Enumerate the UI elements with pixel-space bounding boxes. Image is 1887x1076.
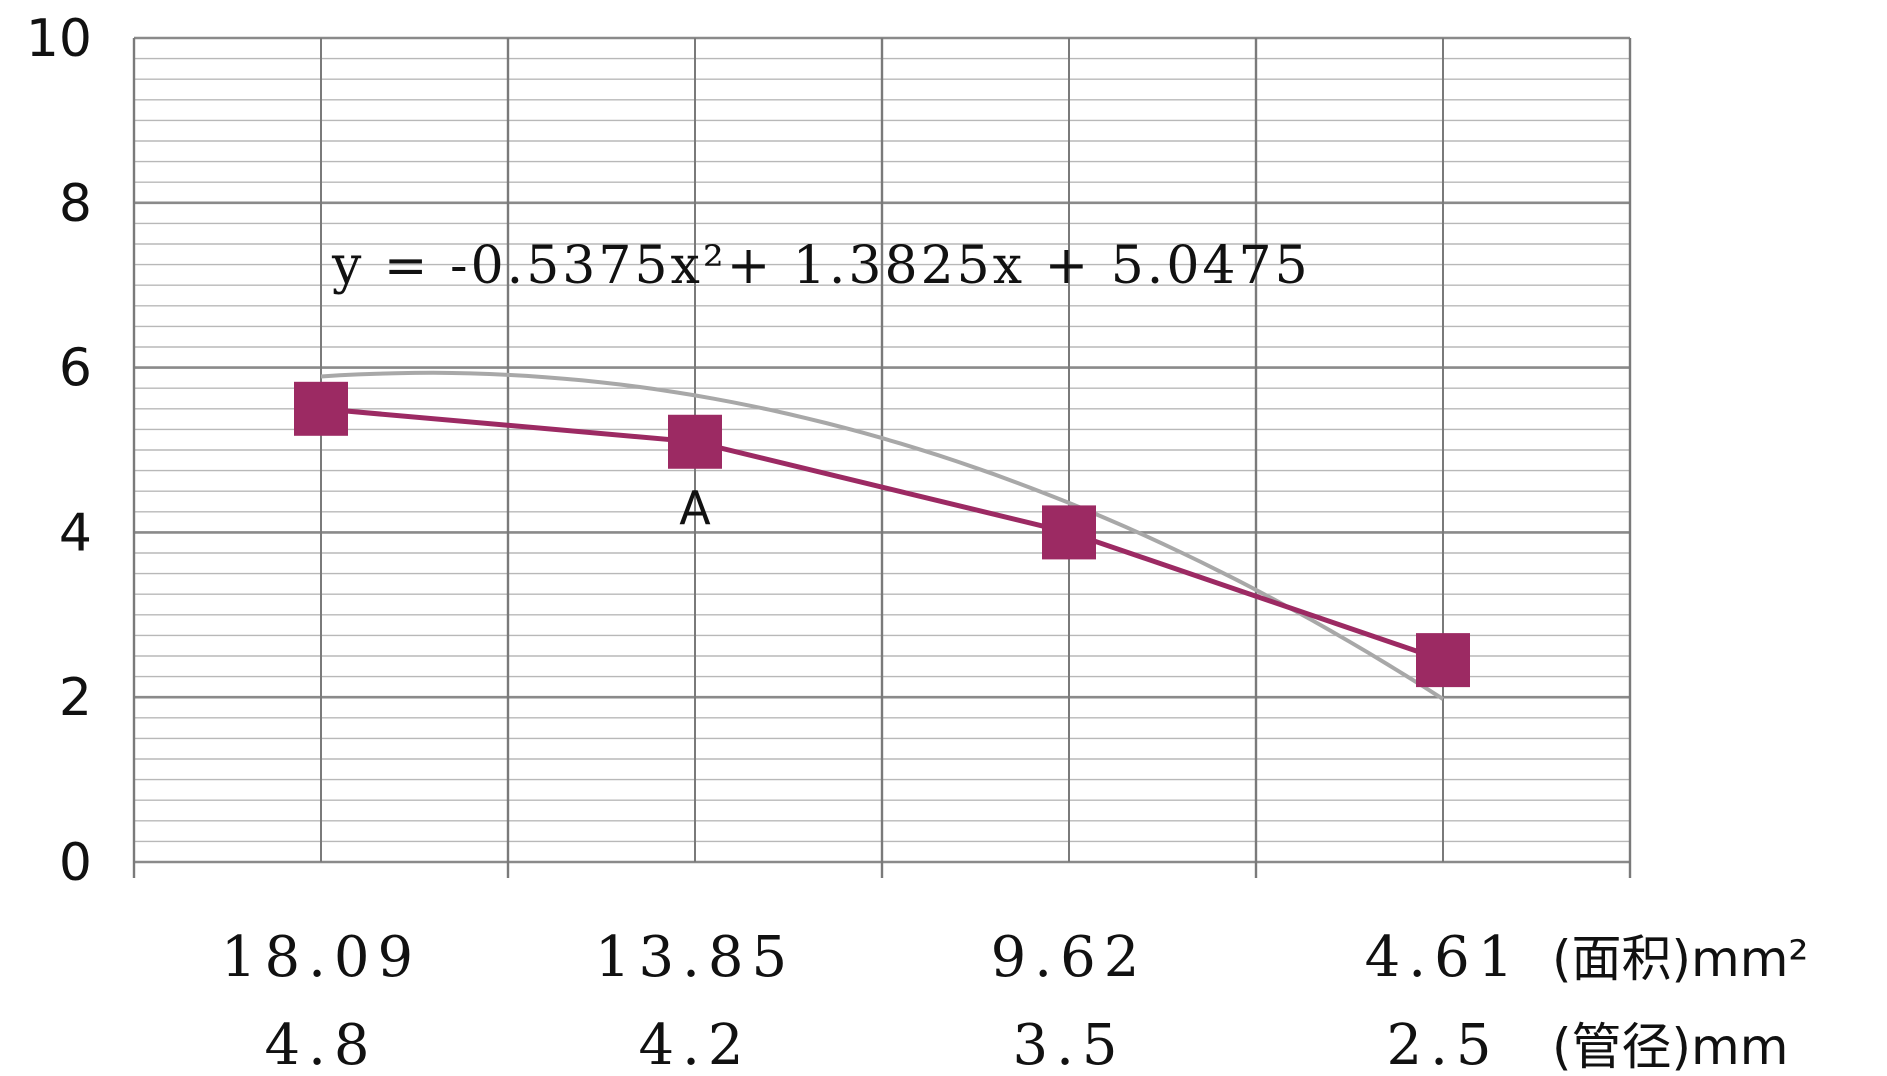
x-axis-tick-labels: 18.09 13.85 9.62 4.61 4.8 4.2 3.5 2.5 <box>221 925 1522 1076</box>
x-secondary-tick-label: 4.8 <box>264 1013 377 1076</box>
x-axis-unit-label: (面积)mm² <box>1552 930 1808 988</box>
y-tick-label: 0 <box>59 833 92 893</box>
data-point-marker <box>668 414 722 469</box>
y-tick-label: 8 <box>59 174 92 234</box>
data-point-marker <box>294 381 348 436</box>
data-point-marker <box>1416 633 1470 688</box>
trendline-path <box>320 370 1445 701</box>
point-annotation: A <box>679 481 711 535</box>
x-tick-label: 9.62 <box>991 925 1148 990</box>
x-secondary-tick-label: 2.5 <box>1386 1013 1499 1076</box>
x-secondary-tick-label: 4.2 <box>638 1013 751 1076</box>
grid-lines <box>132 36 1632 878</box>
data-point-marker <box>1042 505 1096 560</box>
x-tick-label: 4.61 <box>1365 925 1522 990</box>
data-series: A <box>294 381 1470 688</box>
x-secondary-tick-label: 3.5 <box>1012 1013 1125 1076</box>
x-axis-secondary-unit-label: (管径)mm <box>1552 1018 1788 1076</box>
series-line <box>320 406 1444 663</box>
x-tick-label: 13.85 <box>595 925 795 990</box>
trendline <box>320 370 1445 701</box>
x-tick-label: 18.09 <box>221 925 421 990</box>
y-tick-label: 6 <box>59 339 92 399</box>
y-tick-label: 2 <box>59 668 92 728</box>
trendline-equation: y = -0.5375x²+ 1.3825x + 5.0475 <box>331 236 1311 296</box>
y-axis-tick-labels: 0 2 4 6 8 10 <box>26 9 92 893</box>
y-tick-label: 4 <box>59 503 92 563</box>
y-tick-label: 10 <box>26 9 92 69</box>
